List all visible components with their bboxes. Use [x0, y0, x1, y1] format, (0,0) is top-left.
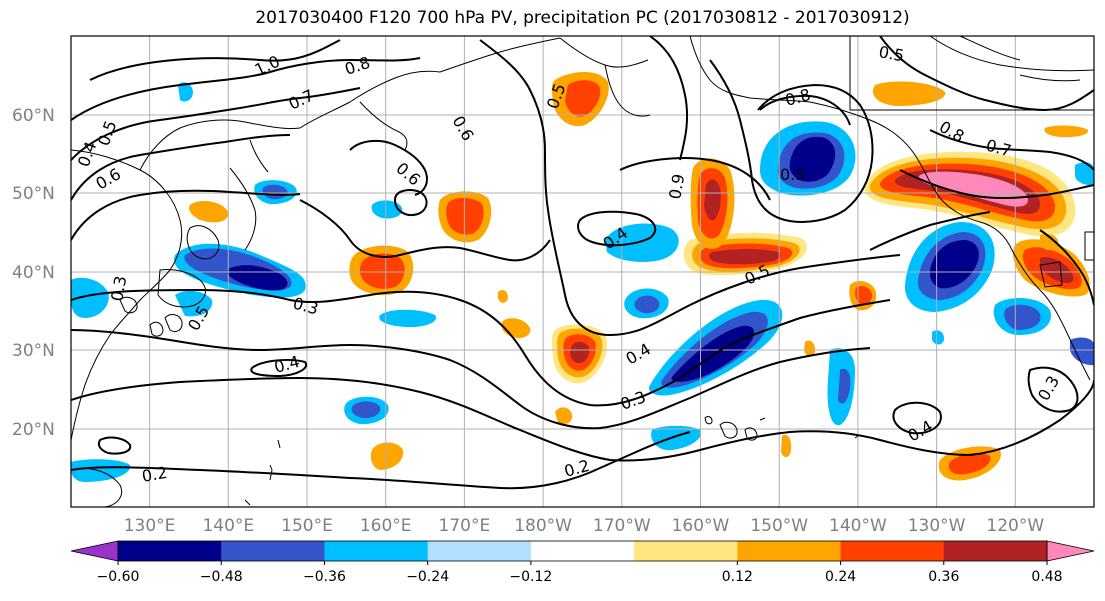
lat-label: 30°N — [12, 341, 55, 361]
colorbar-swatch — [840, 541, 945, 561]
pv-label: 0.6 — [449, 113, 478, 145]
colorbar-swatch — [943, 541, 1048, 561]
lon-label: 180°W — [514, 516, 572, 536]
colorbar-tick-label: −0.36 — [303, 569, 346, 585]
pv-label: 0.3 — [107, 274, 130, 302]
pv-label: 0.6 — [93, 164, 125, 193]
colorbar-tick-label: 0.48 — [1031, 569, 1062, 585]
colorbar-swatch — [634, 541, 738, 561]
pv-label: 0.5 — [780, 165, 805, 184]
lon-label: 150°E — [281, 516, 333, 536]
map-frame — [70, 35, 1095, 508]
lon-label: 160°E — [360, 516, 412, 536]
colorbar-swatch — [221, 541, 325, 561]
colorbar-swatch — [324, 541, 429, 561]
graticule — [71, 36, 1094, 507]
pv-label: 0.5 — [94, 118, 121, 148]
colorbar: −0.60 −0.48 −0.36 −0.24 −0.12 0.12 0.24 0.36 0.4… — [70, 540, 1095, 585]
longitude-labels: 130°E 140°E 150°E 160°E 170°E 180°W 170°… — [124, 516, 1045, 536]
lon-label: 150°W — [750, 516, 808, 536]
lon-label: 120°W — [986, 516, 1044, 536]
pv-contours — [71, 36, 1094, 490]
colorbar-swatch — [530, 541, 635, 561]
lon-label: 140°E — [202, 516, 254, 536]
pv-label: 0.4 — [623, 339, 655, 368]
coastlines — [71, 36, 1094, 507]
colorbar-swatch — [70, 540, 119, 562]
pv-label: 0.5 — [877, 42, 905, 65]
latitude-labels: 60°N 50°N 40°N 30°N 20°N — [12, 106, 55, 440]
pv-label: 0.4 — [905, 416, 937, 445]
pv-label: 0.3 — [1034, 372, 1063, 404]
lat-label: 40°N — [12, 263, 55, 283]
pv-label: 0.8 — [342, 53, 372, 79]
lat-label: 50°N — [12, 184, 55, 204]
colorbar-swatch — [427, 541, 532, 561]
lon-label: 130°E — [124, 516, 176, 536]
colorbar-swatch — [737, 541, 842, 561]
lon-label: 170°E — [439, 516, 491, 536]
colorbar-tick-label: −0.60 — [97, 569, 140, 585]
lat-label: 20°N — [12, 420, 55, 440]
colorbar-swatch — [118, 541, 222, 561]
colorbar-tick-label: −0.24 — [406, 569, 449, 585]
colorbar-tick-label: 0.24 — [825, 569, 856, 585]
colorbar-swatch — [1046, 540, 1095, 562]
lon-label: 130°W — [908, 516, 966, 536]
lon-label: 160°W — [672, 516, 730, 536]
lon-label: 140°W — [829, 516, 887, 536]
precipitation-shading — [71, 72, 1094, 482]
pv-label: 0.8 — [783, 85, 813, 110]
colorbar-frame — [117, 540, 1048, 562]
lon-label: 170°W — [593, 516, 651, 536]
pv-label: 0.2 — [562, 456, 592, 481]
map-title: 2017030400 F120 700 hPa PV, precipitatio… — [255, 8, 910, 28]
pv-label: 0.2 — [140, 463, 168, 486]
lat-label: 60°N — [12, 106, 55, 126]
pv-label: 0.7 — [286, 86, 317, 114]
colorbar-tick-label: 0.36 — [928, 569, 959, 585]
colorbar-tick-label: −0.48 — [200, 569, 243, 585]
colorbar-tick-label: −0.12 — [509, 569, 552, 585]
pv-label: 0.3 — [618, 387, 648, 414]
colorbar-tick-label: 0.12 — [722, 569, 753, 585]
pv-label: 0.3 — [291, 294, 321, 319]
pv-label: 0.9 — [665, 172, 688, 200]
